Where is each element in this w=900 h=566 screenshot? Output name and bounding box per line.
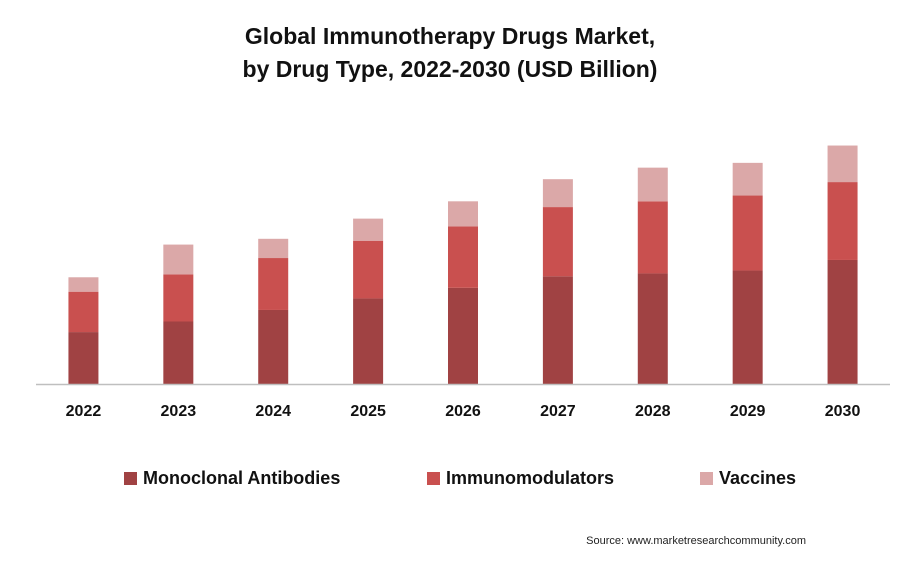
bar-2022-vaccines xyxy=(68,277,99,292)
bar-2030-vaccines xyxy=(827,145,858,183)
bar-2026-monoclonal-antibodies xyxy=(448,287,478,384)
x-tick-label-2027: 2027 xyxy=(540,403,576,420)
x-tick-label-2022: 2022 xyxy=(66,403,102,420)
legend-label-monoclonal-antibodies: Monoclonal Antibodies xyxy=(143,467,341,488)
x-tick-label-2028: 2028 xyxy=(635,403,671,420)
x-tick-label-2024: 2024 xyxy=(255,403,291,420)
bar-2029-monoclonal-antibodies xyxy=(732,270,763,384)
bar-2023-immunomodulators xyxy=(163,274,194,322)
legend-item-immunomodulators: Immunomodulators xyxy=(427,465,614,491)
x-tick-label-2030: 2030 xyxy=(825,403,861,420)
chart-title: Global Immunotherapy Drugs Market, by Dr… xyxy=(0,20,900,86)
bar-2029-immunomodulators xyxy=(732,195,763,271)
bar-2028-monoclonal-antibodies xyxy=(637,273,668,384)
x-tick-labels: 2022 2023 2024 2025 2026 2027 2028 2029 2030 xyxy=(66,403,861,420)
x-tick-label-2026: 2026 xyxy=(445,403,481,420)
legend-swatch-monoclonal-antibodies xyxy=(124,471,137,485)
bar-2027-monoclonal-antibodies xyxy=(542,276,573,384)
legend-swatch-vaccines xyxy=(700,471,713,485)
source-note: Source: www.marketresearchcommunity.com xyxy=(586,535,806,547)
bar-2024-immunomodulators xyxy=(258,258,289,310)
bar-2030-immunomodulators xyxy=(827,182,858,260)
bar-2028-vaccines xyxy=(637,167,668,202)
legend: Monoclonal Antibodies Immunomodulators V… xyxy=(0,465,900,491)
bar-2029-vaccines xyxy=(732,162,763,196)
chart-title-line-2: by Drug Type, 2022-2030 (USD Billion) xyxy=(242,56,658,82)
x-tick-label-2029: 2029 xyxy=(730,403,766,420)
bar-2023-monoclonal-antibodies xyxy=(163,321,194,384)
legend-swatch-immunomodulators xyxy=(427,471,440,485)
bar-2030-monoclonal-antibodies xyxy=(827,259,858,384)
bar-2027-immunomodulators xyxy=(542,207,573,277)
bar-2025-immunomodulators xyxy=(353,240,384,299)
legend-item-vaccines: Vaccines xyxy=(700,465,796,491)
legend-item-monoclonal-antibodies: Monoclonal Antibodies xyxy=(124,465,340,491)
legend-label-vaccines: Vaccines xyxy=(719,467,797,488)
bar-2028-immunomodulators xyxy=(637,201,668,274)
x-tick-label-2025: 2025 xyxy=(350,403,386,420)
bar-2025-vaccines xyxy=(353,218,384,241)
chart-title-line-1: Global Immunotherapy Drugs Market, xyxy=(244,23,656,49)
bar-2026-immunomodulators xyxy=(448,226,478,288)
bar-2024-monoclonal-antibodies xyxy=(258,309,289,384)
bar-2025-monoclonal-antibodies xyxy=(353,298,384,384)
bar-2027-vaccines xyxy=(542,179,573,208)
bar-2026-vaccines xyxy=(448,201,478,227)
bar-2023-vaccines xyxy=(163,244,194,275)
bar-2024-vaccines xyxy=(258,238,289,259)
legend-label-immunomodulators: Immunomodulators xyxy=(446,467,615,488)
x-tick-label-2023: 2023 xyxy=(161,403,197,420)
bar-2022-monoclonal-antibodies xyxy=(68,332,99,384)
bars-group xyxy=(68,145,858,384)
bar-2022-immunomodulators xyxy=(68,291,99,333)
